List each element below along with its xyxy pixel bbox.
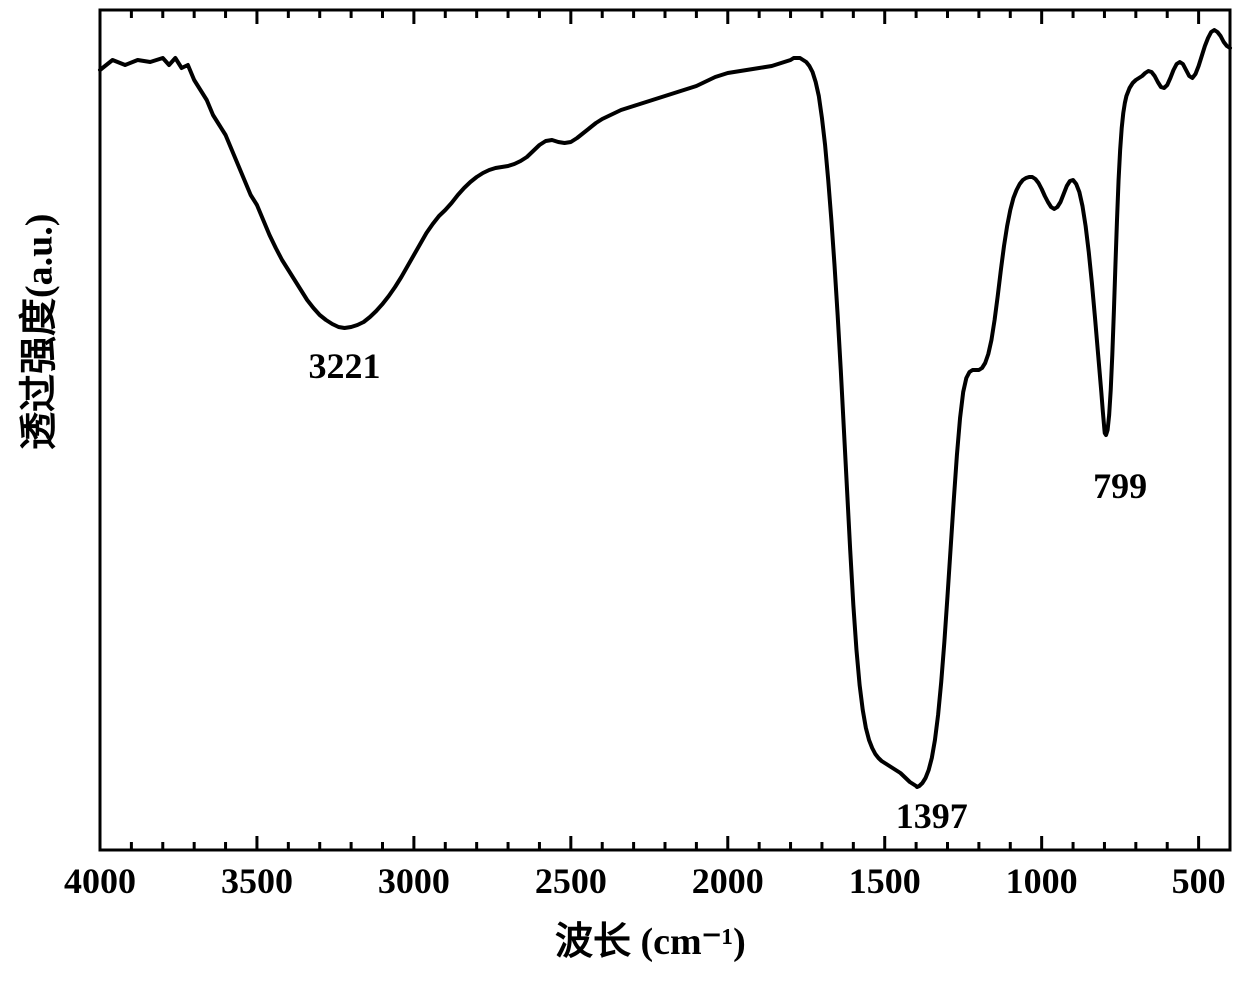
peak-label: 799 xyxy=(1093,465,1147,507)
ftir-spectrum-chart: 透过强度(a.u.) 波长 (cm⁻¹) 500 1000 1500 2000 2500… xyxy=(0,0,1240,995)
x-tick-label: 1500 xyxy=(849,860,921,902)
x-tick-label: 2000 xyxy=(692,860,764,902)
y-axis-label: 透过强度(a.u.) xyxy=(8,410,63,450)
peak-label: 3221 xyxy=(309,345,381,387)
x-tick-label: 2500 xyxy=(535,860,607,902)
peak-label: 1397 xyxy=(896,795,968,837)
x-tick-label: 1000 xyxy=(1006,860,1078,902)
x-axis-label: 波长 (cm⁻¹) xyxy=(555,910,746,965)
x-tick-label: 4000 xyxy=(64,860,136,902)
x-tick-label: 500 xyxy=(1172,860,1226,902)
chart-svg xyxy=(0,0,1240,995)
x-tick-label: 3000 xyxy=(378,860,450,902)
x-tick-label: 3500 xyxy=(221,860,293,902)
